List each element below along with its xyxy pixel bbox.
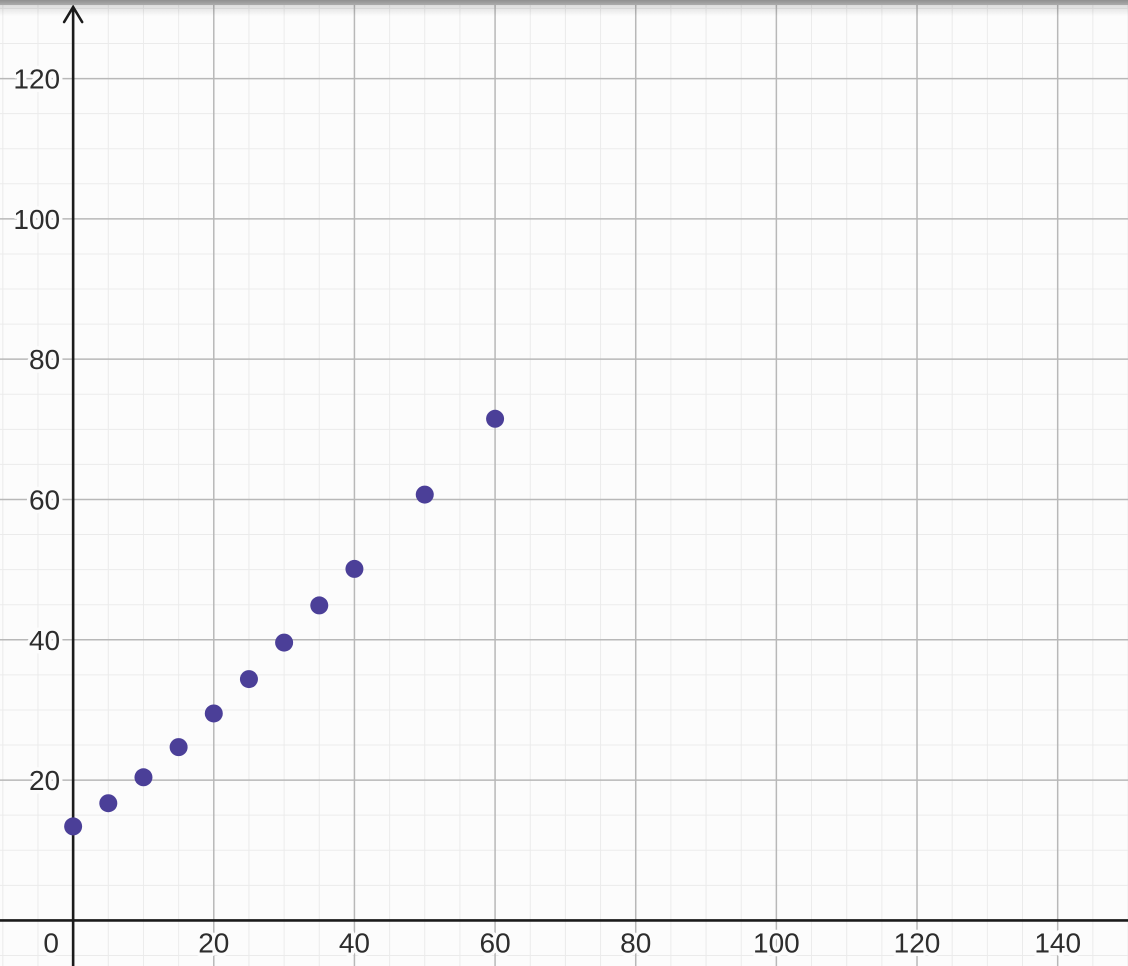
y-tick-label: 100 [13, 204, 60, 235]
data-point[interactable] [64, 817, 83, 836]
x-tick-label: 100 [753, 927, 800, 958]
x-tick-label: 120 [894, 927, 941, 958]
x-tick-label: 60 [480, 927, 511, 958]
x-tick-label: 20 [198, 927, 229, 958]
y-tick-label: 60 [29, 484, 60, 515]
x-tick-label: 80 [620, 927, 651, 958]
y-axis-arrowhead-icon [62, 4, 84, 24]
data-point[interactable] [345, 559, 364, 578]
data-point[interactable] [134, 768, 153, 787]
data-point[interactable] [204, 704, 223, 723]
x-tick-label: 140 [1034, 927, 1081, 958]
y-tick-label: 80 [29, 344, 60, 375]
data-point[interactable] [486, 409, 505, 428]
data-point[interactable] [169, 738, 188, 757]
data-point[interactable] [310, 596, 329, 615]
data-point[interactable] [275, 633, 294, 652]
y-tick-label: 120 [13, 64, 60, 95]
x-tick-label: 40 [339, 927, 370, 958]
y-tick-label: 20 [29, 765, 60, 796]
data-point[interactable] [415, 485, 434, 504]
toolbar-edge-strip [0, 0, 1128, 5]
data-point[interactable] [239, 670, 258, 689]
y-tick-label: 40 [29, 625, 60, 656]
x-tick-label: 0 [43, 927, 59, 958]
data-point[interactable] [99, 794, 118, 813]
